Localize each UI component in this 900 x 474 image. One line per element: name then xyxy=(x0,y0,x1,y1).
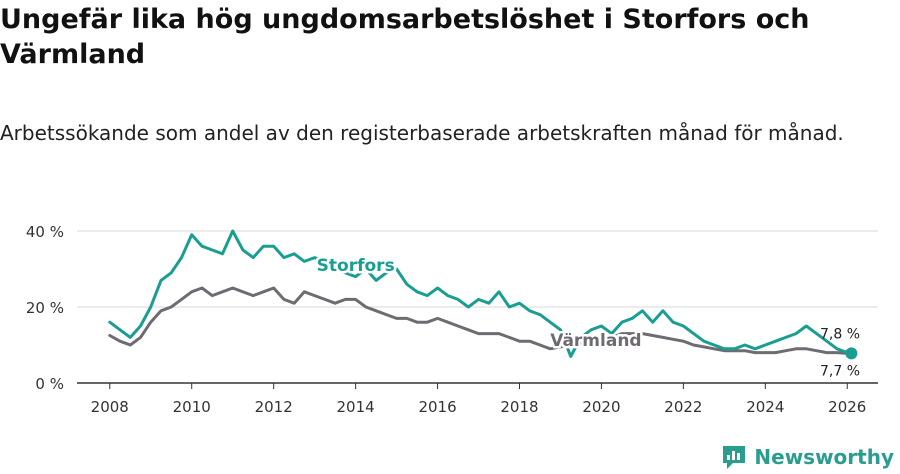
line-chart: 0 % 20 % 40 % 2008 2010 2012 2014 2016 2018 2020… xyxy=(26,223,878,416)
newsworthy-logo: Newsworthy xyxy=(722,444,894,470)
brand-name: Newsworthy xyxy=(754,445,894,469)
y-axis-tick-labels: 0 % 20 % 40 % xyxy=(26,223,64,393)
x-tick-label: 2024 xyxy=(746,398,784,416)
x-tick-label: 2026 xyxy=(828,398,866,416)
gridlines xyxy=(77,230,878,308)
storfors-end-value-label: 7,8 % xyxy=(820,326,860,342)
series-line-varmland xyxy=(108,286,853,356)
y-tick-label: 0 % xyxy=(35,375,64,393)
varmland-series-label: Värmland xyxy=(550,331,641,351)
x-tick-label: 2020 xyxy=(582,398,620,416)
x-tick-label: 2012 xyxy=(255,398,293,416)
series-labels: Storfors Värmland 7,8 % 7,7 % xyxy=(314,253,860,380)
x-tick-label: 2014 xyxy=(337,398,375,416)
series-lines xyxy=(108,229,858,360)
chart-title: Ungefär lika hög ungdomsarbetslöshet i S… xyxy=(0,4,810,70)
newsworthy-icon xyxy=(723,446,746,469)
y-tick-label: 20 % xyxy=(26,299,64,317)
x-tick-label: 2008 xyxy=(91,398,129,416)
x-tick-label: 2022 xyxy=(664,398,702,416)
x-tick-label: 2018 xyxy=(500,398,538,416)
x-tick-label: 2010 xyxy=(173,398,211,416)
x-tick-label: 2016 xyxy=(418,398,456,416)
chart-subtitle: Arbetssökande som andel av den registerb… xyxy=(0,121,844,145)
y-tick-label: 40 % xyxy=(26,223,64,241)
storfors-series-label: Storfors xyxy=(317,256,395,276)
x-axis: 2008 2010 2012 2014 2016 2018 2020 2022 2024 2026 xyxy=(77,382,878,416)
varmland-end-value-label: 7,7 % xyxy=(820,364,860,380)
storfors-end-marker xyxy=(845,347,858,360)
series-line-storfors xyxy=(108,229,853,358)
